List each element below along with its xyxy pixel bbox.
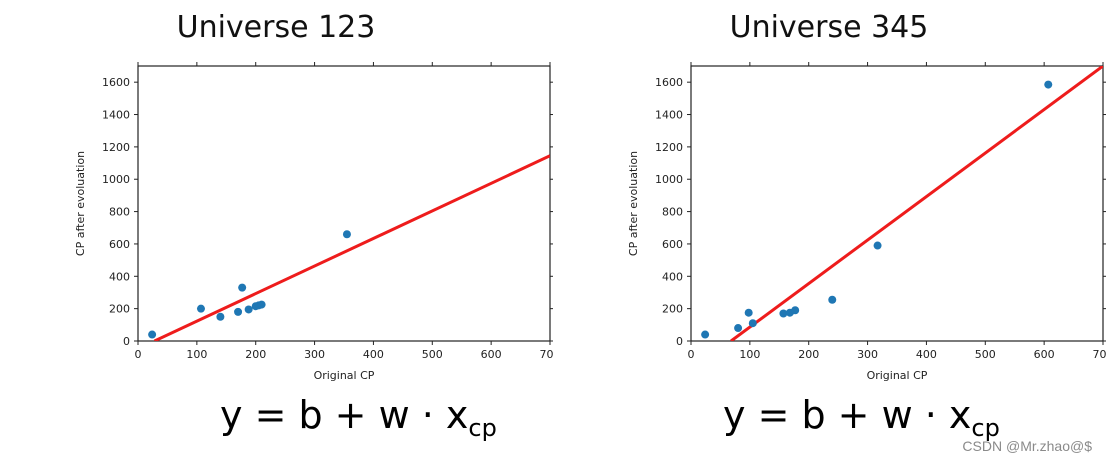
y-tick-label: 1000 (655, 173, 683, 186)
data-point (828, 295, 837, 304)
chart-panel-universe-345: Universe 345 0 100 200 300 400 500 600 700 0 200 4… (553, 0, 1106, 462)
x-tick-label: 100 (739, 348, 760, 361)
plot-frame (137, 65, 551, 342)
formula-subscript: cp (468, 414, 497, 442)
data-point (342, 230, 351, 239)
scatter-plot: 0 100 200 300 400 500 600 700 0 200 400 600 800 1000 1… (627, 62, 1106, 382)
x-tick-label: 600 (481, 348, 502, 361)
data-point (1044, 80, 1053, 89)
y-tick-label: 1400 (655, 109, 683, 122)
y-tick-label: 0 (676, 335, 683, 348)
data-point (791, 306, 800, 315)
y-tick-label: 800 (662, 206, 683, 219)
formula-subscript: cp (971, 414, 1000, 442)
x-tick-label: 600 (1034, 348, 1055, 361)
data-point (148, 330, 157, 339)
data-point (257, 300, 266, 309)
y-tick-label: 1200 (655, 141, 683, 154)
data-point (701, 330, 710, 339)
regression-formula: y = b + w · xcp (723, 393, 1000, 442)
y-tick-label: 1200 (102, 141, 130, 154)
data-point (244, 305, 253, 314)
formula-text: y = b + w · x (723, 393, 972, 437)
x-tick-label: 200 (245, 348, 266, 361)
data-point (234, 307, 243, 316)
y-tick-label: 800 (109, 206, 130, 219)
scatter-plot: 0 100 200 300 400 500 600 700 0 200 400 600 800 1000 1… (74, 62, 554, 382)
x-tick-label: 100 (186, 348, 207, 361)
watermark: CSDN @Mr.zhao@$ (962, 438, 1092, 454)
x-axis-label: Original CP (314, 369, 375, 382)
data-point (748, 319, 757, 328)
y-tick-label: 600 (662, 238, 683, 251)
y-tick-label: 1600 (655, 76, 683, 89)
y-tick-label: 1600 (102, 76, 130, 89)
regression-line (730, 66, 1103, 341)
y-tick-label: 0 (123, 335, 130, 348)
x-tick-label: 700 (540, 348, 554, 361)
x-tick-label: 300 (304, 348, 325, 361)
y-tick-label: 200 (109, 303, 130, 316)
data-point (238, 283, 247, 292)
y-axis-label: CP after evoluation (627, 151, 640, 256)
y-tick-label: 1400 (102, 109, 130, 122)
x-tick-label: 500 (975, 348, 996, 361)
data-point (196, 304, 205, 313)
y-tick-label: 400 (662, 270, 683, 283)
y-tick-label: 400 (109, 270, 130, 283)
y-tick-label: 600 (109, 238, 130, 251)
x-tick-label: 500 (422, 348, 443, 361)
chart-panel-universe-123: Universe 123 0 100 200 300 400 500 600 700 0 200 4… (74, 10, 554, 442)
x-tick-label: 400 (916, 348, 937, 361)
x-tick-label: 300 (857, 348, 878, 361)
data-point (734, 324, 743, 333)
plot-frame (690, 65, 1104, 342)
x-tick-label: 200 (798, 348, 819, 361)
data-point (744, 308, 753, 317)
regression-formula: y = b + w · xcp (220, 393, 497, 442)
x-tick-label: 0 (688, 348, 695, 361)
chart-title: Universe 345 (729, 10, 929, 45)
formula-text: y = b + w · x (220, 393, 469, 437)
chart-title: Universe 123 (176, 10, 376, 45)
x-tick-label: 400 (363, 348, 384, 361)
data-point (873, 241, 882, 250)
y-tick-label: 200 (662, 303, 683, 316)
data-point (779, 309, 788, 318)
y-tick-label: 1000 (102, 173, 130, 186)
y-axis-label: CP after evoluation (74, 151, 87, 256)
data-point (216, 312, 225, 321)
x-tick-label: 700 (1093, 348, 1106, 361)
regression-line (153, 154, 550, 341)
x-axis-label: Original CP (867, 369, 928, 382)
x-tick-label: 0 (135, 348, 142, 361)
